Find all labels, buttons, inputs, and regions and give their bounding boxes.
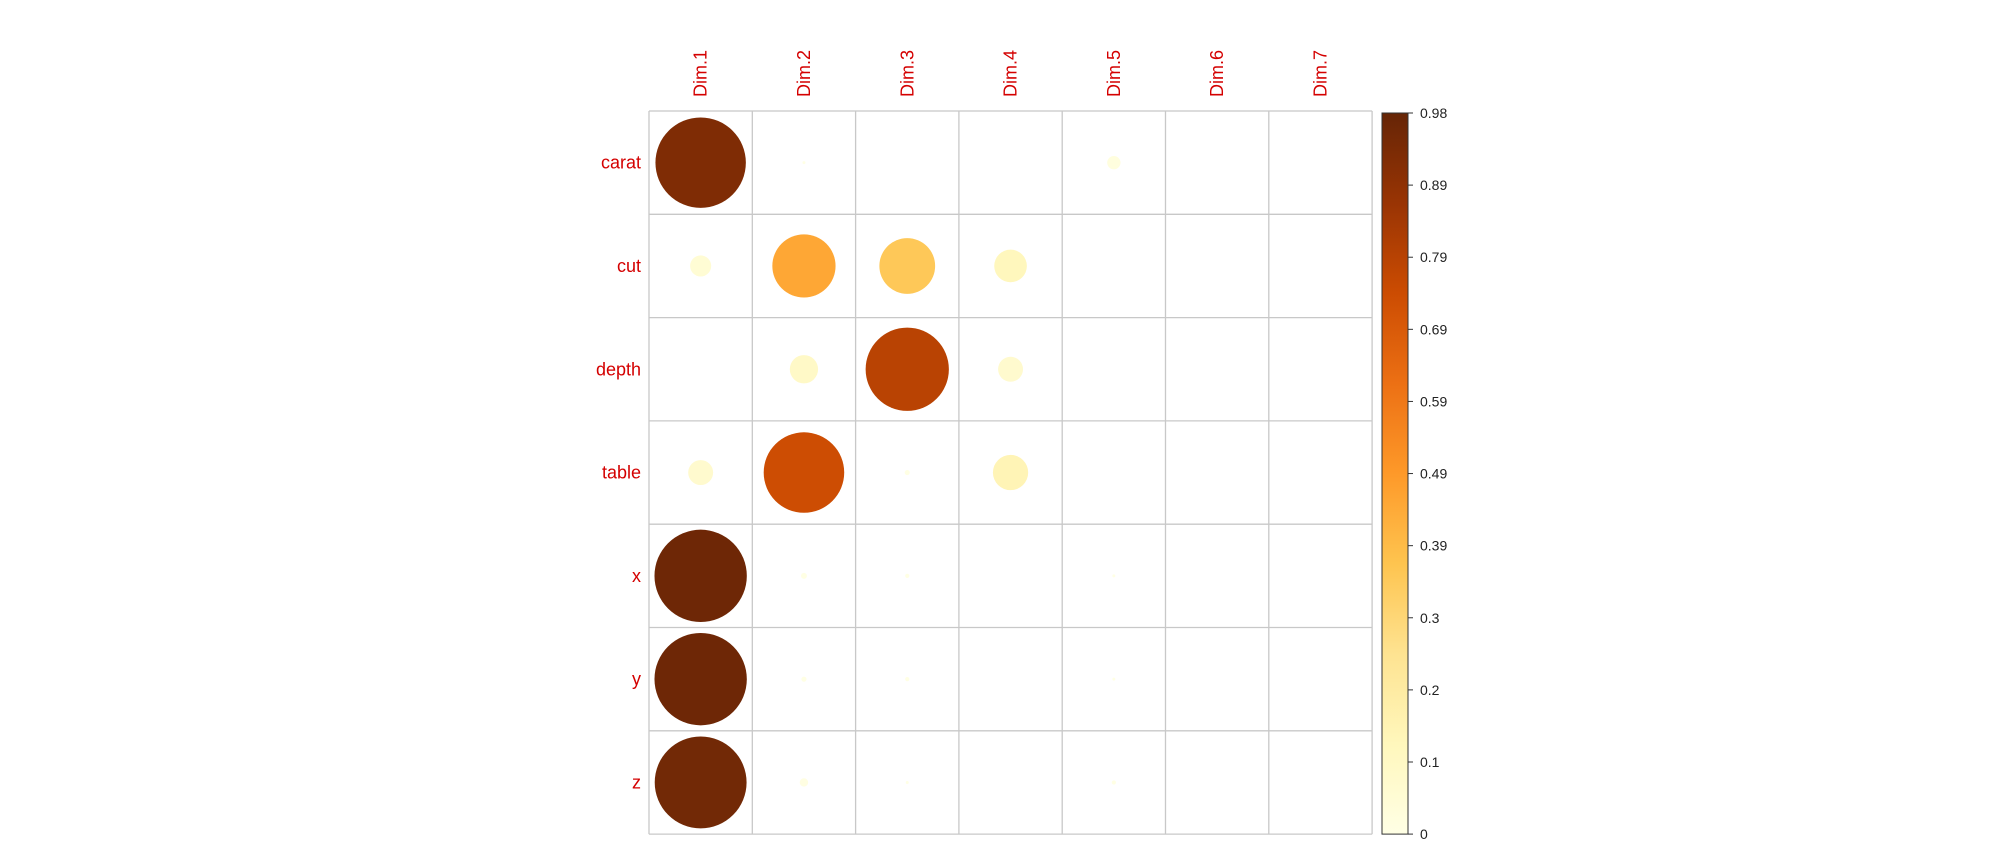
column-label-dim-4: Dim.4: [1001, 50, 1021, 97]
cell-circle-table-dim-1: [688, 460, 714, 486]
cell-circle-y-dim-1: [654, 632, 747, 726]
legend-tick-label: 0.2: [1420, 682, 1440, 698]
cell-circle-x-dim-3: [905, 573, 910, 578]
column-label-dim-1: Dim.1: [691, 50, 711, 97]
legend-tick-label: 0.98: [1420, 105, 1447, 121]
color-legend: 0 0.1 0.2 0.3 0.39 0.49 0.59 0.69 0.79 0.89 0.98: [1381, 105, 1447, 842]
plot-cells: [654, 117, 1121, 829]
row-label-cut: cut: [617, 256, 641, 276]
cell-circle-table-dim-2: [763, 432, 845, 513]
plot-grid: [648, 110, 1373, 835]
cell-circle-depth-dim-3: [865, 327, 949, 411]
column-labels: Dim.1 Dim.2 Dim.3 Dim.4 Dim.5 Dim.6 Dim.7: [691, 50, 1331, 97]
column-label-dim-3: Dim.3: [897, 50, 917, 97]
row-label-z: z: [632, 772, 641, 792]
column-label-dim-7: Dim.7: [1310, 50, 1330, 97]
cell-circle-z-dim-3: [905, 780, 909, 784]
cell-circle-y-dim-2: [801, 676, 807, 682]
cell-circle-carat-dim-5: [1107, 155, 1121, 170]
column-label-dim-5: Dim.5: [1104, 50, 1124, 97]
column-label-dim-2: Dim.2: [794, 50, 814, 97]
cell-circle-z-dim-2: [799, 778, 809, 787]
cell-circle-cut-dim-2: [772, 234, 836, 298]
legend-tick-label: 0.89: [1420, 177, 1447, 193]
cell-circle-table-dim-4: [992, 454, 1029, 491]
cell-circle-carat-dim-2: [802, 161, 806, 165]
row-label-carat: carat: [601, 153, 641, 173]
cell-circle-depth-dim-2: [789, 355, 819, 384]
row-label-table: table: [602, 463, 641, 483]
cell-circle-z-dim-1: [654, 736, 747, 829]
cell-circle-depth-dim-4: [998, 356, 1024, 382]
row-label-depth: depth: [596, 359, 641, 379]
legend-tick-label: 0.79: [1420, 249, 1447, 265]
row-label-x: x: [632, 566, 641, 586]
cell-circle-x-dim-1: [654, 529, 747, 623]
cell-circle-y-dim-5: [1112, 677, 1116, 681]
cell-circle-y-dim-3: [905, 677, 910, 682]
cell-circle-carat-dim-1: [655, 117, 746, 208]
legend-tick-label: 0.39: [1420, 538, 1447, 554]
legend-tick-label: 0.69: [1420, 321, 1447, 337]
cell-circle-cut-dim-3: [879, 238, 936, 294]
cell-circle-x-dim-5: [1112, 574, 1116, 578]
color-legend-bar: [1381, 112, 1409, 835]
legend-tick-label: 0.59: [1420, 393, 1447, 409]
row-labels: carat cut depth table x y z: [596, 153, 641, 793]
cell-circle-x-dim-2: [800, 572, 807, 579]
column-label-dim-6: Dim.6: [1207, 50, 1227, 97]
legend-tick-label: 0.49: [1420, 466, 1447, 482]
cell-circle-table-dim-3: [904, 469, 910, 476]
legend-tick-label: 0.1: [1420, 754, 1440, 770]
cell-circle-cut-dim-4: [994, 249, 1027, 283]
legend-tick-label: 0: [1420, 826, 1428, 842]
cell-circle-z-dim-5: [1111, 780, 1116, 785]
legend-tick-label: 0.3: [1420, 610, 1440, 626]
cell-circle-cut-dim-1: [690, 255, 712, 277]
row-label-y: y: [632, 669, 641, 689]
